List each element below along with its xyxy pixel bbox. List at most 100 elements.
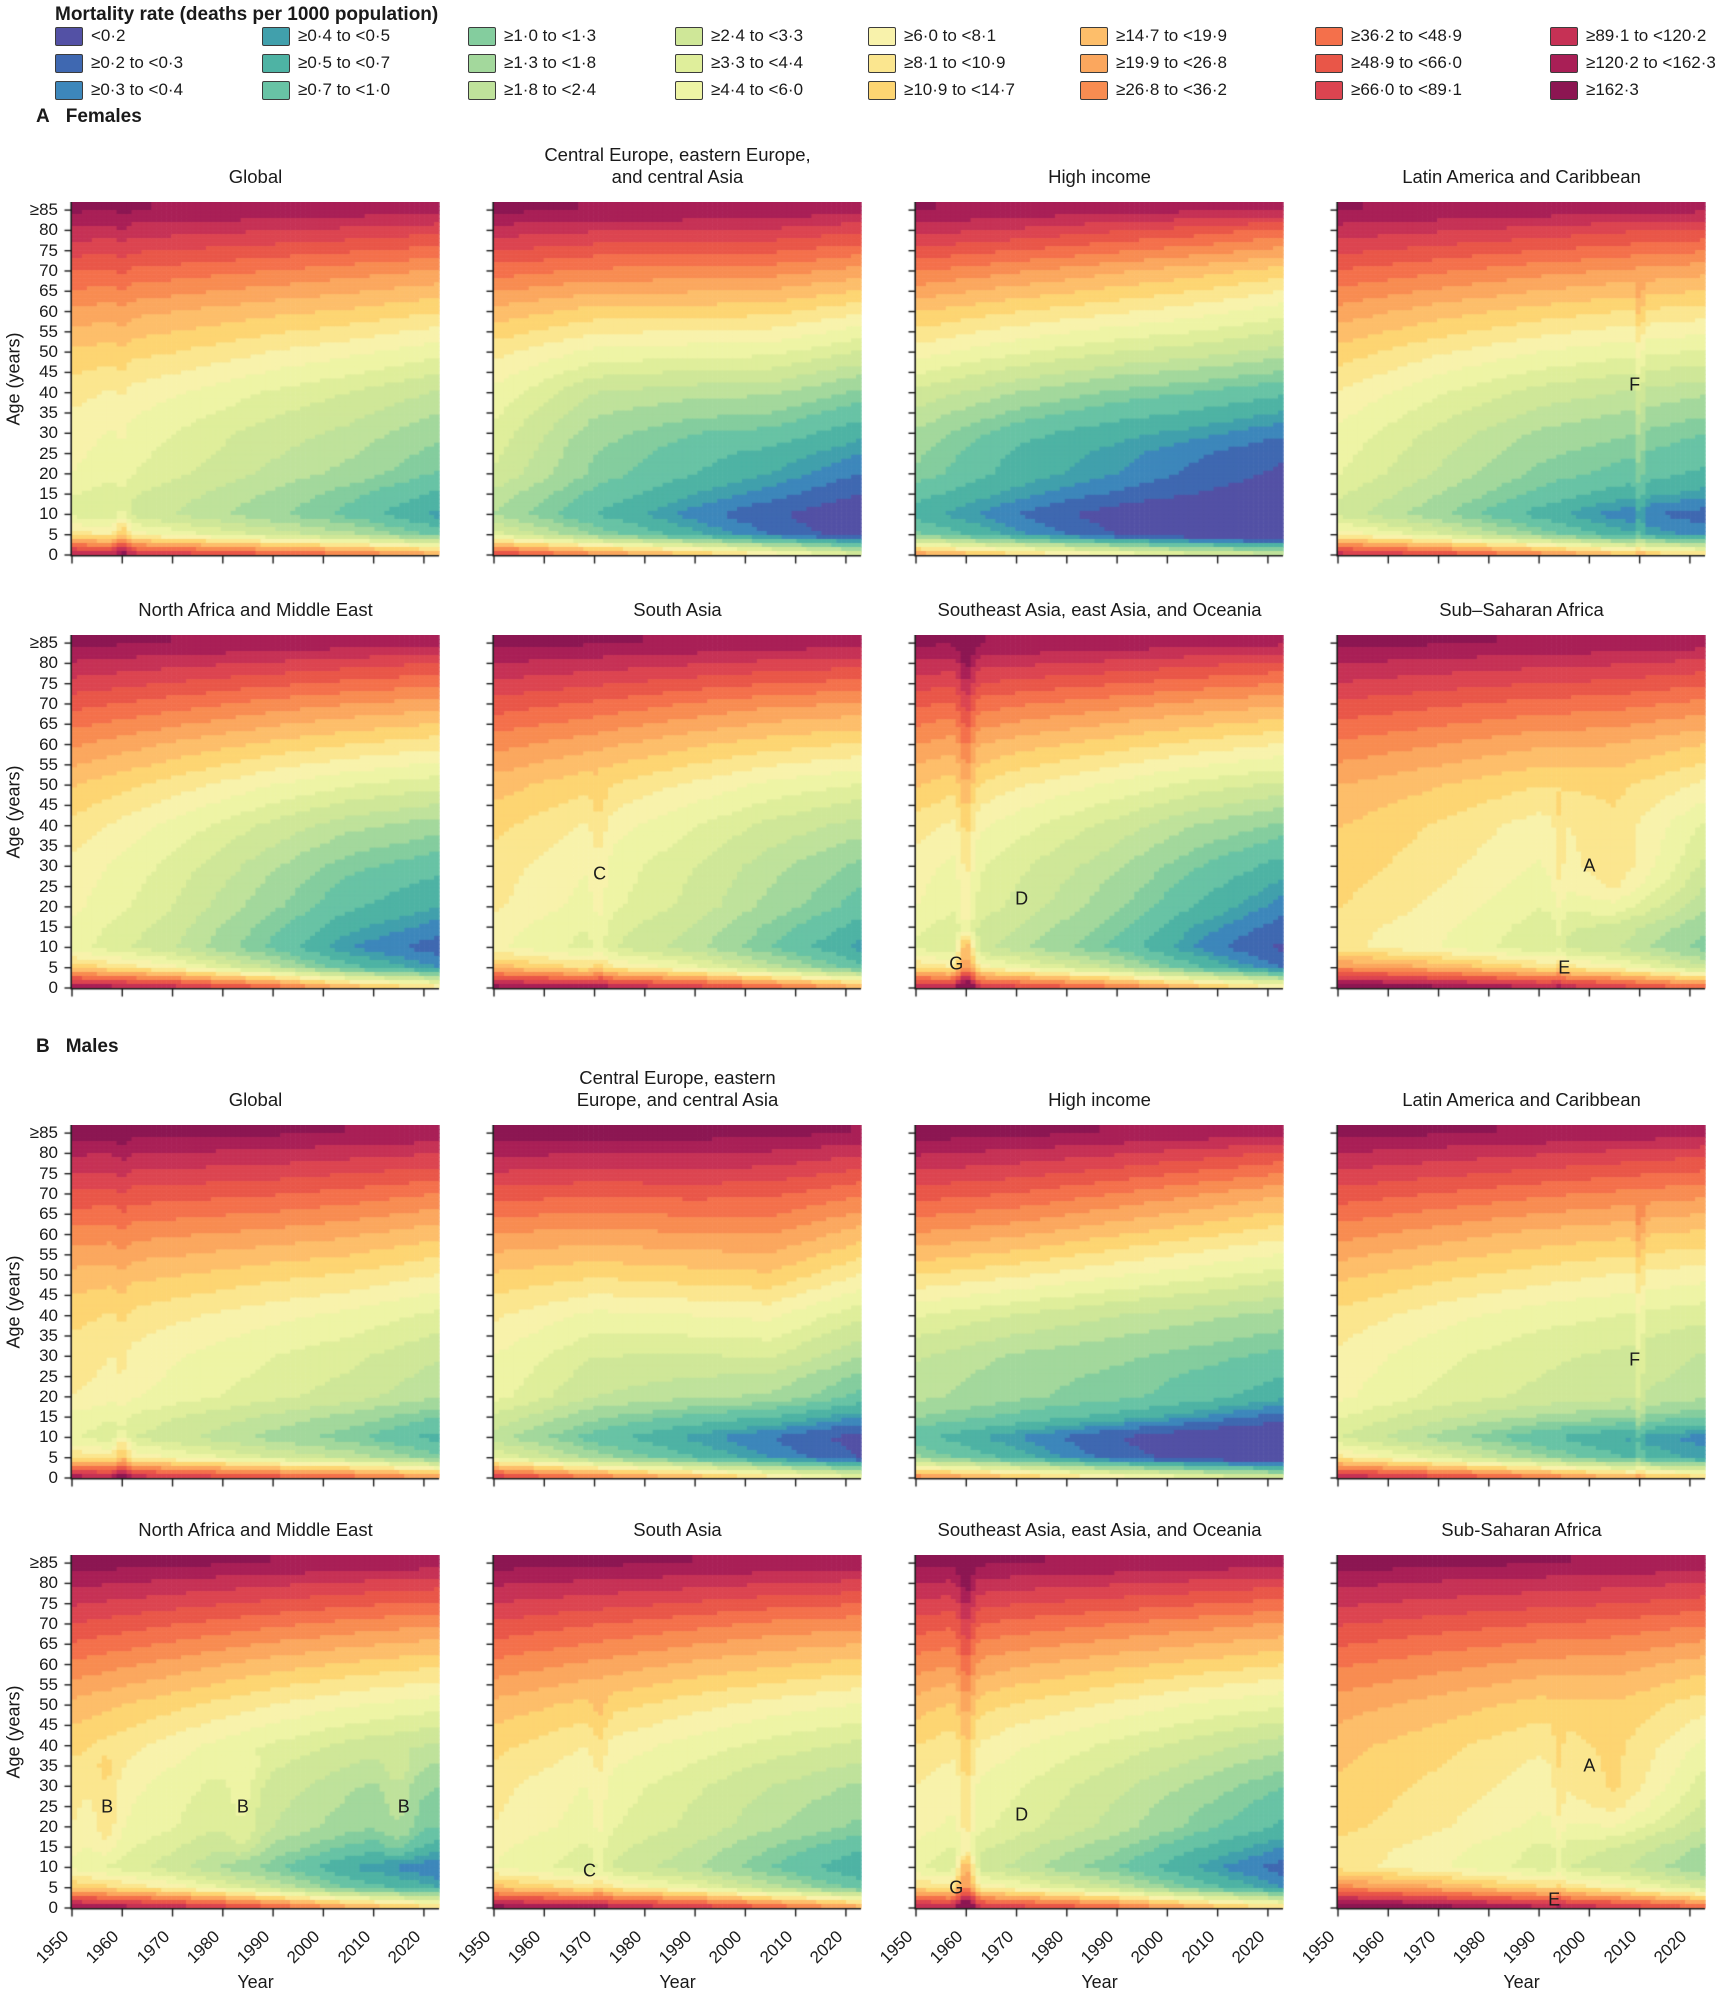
year-tick-label: 1950 <box>454 1926 495 1968</box>
age-tick-label: 80 <box>39 1143 58 1163</box>
annotation-letter-d: D <box>1015 1804 1029 1825</box>
section-header-females: A Females <box>36 106 142 128</box>
age-tick-label: 50 <box>39 342 58 362</box>
age-tick-label: 30 <box>39 1346 58 1366</box>
age-tick-label: 25 <box>39 1366 58 1386</box>
legend-item: <0·2 <box>55 26 126 46</box>
legend-item: ≥0·2 to <0·3 <box>55 53 183 73</box>
age-tick-label: 0 <box>48 1468 58 1487</box>
panel-title-line: Latin America and Caribbean <box>1402 166 1641 187</box>
panel-title-line: Central Europe, eastern <box>579 1067 776 1088</box>
panel-title-sub_saharan: Sub-Saharan Africa <box>1308 1497 1723 1541</box>
x-axis-title: Year <box>1081 1972 1118 1992</box>
legend-swatch-icon <box>262 26 290 46</box>
x-axis-title: Year <box>659 1972 696 1992</box>
age-tick-label: 15 <box>39 484 58 504</box>
age-tick-label: 40 <box>39 382 58 402</box>
annotation-letter-b: B <box>397 1796 410 1817</box>
legend-swatch-icon <box>1080 53 1108 73</box>
age-tick-label: 0 <box>48 545 58 564</box>
panel-title-south_asia: South Asia <box>464 577 891 621</box>
age-tick-label: 75 <box>39 240 58 260</box>
panel-title-latin_america: Latin America and Caribbean <box>1308 144 1723 188</box>
section-header-males: B Males <box>36 1036 119 1058</box>
legend-swatch-icon <box>1550 26 1578 46</box>
age-tick-label: 10 <box>39 1857 58 1877</box>
legend-item: ≥8·1 to <10·9 <box>868 53 1005 73</box>
panel-title-line: Central Europe, eastern Europe, <box>544 144 811 165</box>
legend-item: ≥0·3 to <0·4 <box>55 80 183 100</box>
heatmap-canvas-males-central_europe <box>480 1125 862 1488</box>
legend-swatch-icon <box>675 26 703 46</box>
panel-title-global: Global <box>42 1067 469 1111</box>
age-tick-label: 50 <box>39 1695 58 1715</box>
panel-title-line: Southeast Asia, east Asia, and Oceania <box>937 1519 1262 1540</box>
panel-title-global: Global <box>42 144 469 188</box>
legend-item-label: ≥19·9 to <26·8 <box>1116 53 1227 72</box>
legend-item-label: ≥89·1 to <120·2 <box>1586 26 1707 45</box>
age-tick-label: 5 <box>48 1877 58 1897</box>
legend-swatch-icon <box>868 26 896 46</box>
legend-item-label: ≥4·4 to <6·0 <box>711 80 804 99</box>
panel-title-south_asia: South Asia <box>464 1497 891 1541</box>
legend-item-label: ≥3·3 to <4·4 <box>711 53 804 72</box>
annotation-letter-c: C <box>583 1860 597 1881</box>
annotation-letter-b: B <box>236 1796 249 1817</box>
heatmap-canvas-males-high_income <box>902 1125 1284 1488</box>
legend-item-label: ≥14·7 to <19·9 <box>1116 26 1227 45</box>
age-tick-label: 20 <box>39 463 58 483</box>
heatmap-canvas-females-sub_saharan <box>1324 635 1706 998</box>
legend-swatch-icon <box>1550 53 1578 73</box>
age-tick-label: ≥85 <box>29 633 58 653</box>
legend-swatch-icon <box>1080 26 1108 46</box>
panel-title-line: Sub–Saharan Africa <box>1439 599 1604 620</box>
age-tick-label: 80 <box>39 1573 58 1593</box>
age-tick-label: 5 <box>48 957 58 977</box>
age-tick-label: ≥85 <box>29 1123 58 1143</box>
annotation-letter-c: C <box>593 863 607 884</box>
age-tick-label: 55 <box>39 321 58 341</box>
heatmap-canvas-males-sub_saharan <box>1324 1555 1706 1918</box>
x-axis-title: Year <box>237 1972 274 1992</box>
age-tick-label: 5 <box>48 524 58 544</box>
age-tick-label: 10 <box>39 937 58 957</box>
panel-title-north_africa: North Africa and Middle East <box>42 1497 469 1541</box>
age-tick-label: 75 <box>39 673 58 693</box>
heatmap-canvas-females-global <box>58 202 440 565</box>
annotation-letter-g: G <box>949 953 964 974</box>
legend-item: ≥1·8 to <2·4 <box>468 80 596 100</box>
year-tick-label: 1950 <box>1298 1926 1339 1968</box>
age-tick-label: 20 <box>39 1386 58 1406</box>
age-tick-label: 0 <box>48 1898 58 1917</box>
age-tick-label: 70 <box>39 1183 58 1203</box>
heatmap-canvas-males-latin_america <box>1324 1125 1706 1488</box>
heatmap-canvas-males-south_asia <box>480 1555 862 1918</box>
year-tick-label: 1950 <box>876 1926 917 1968</box>
panel-title-line: South Asia <box>633 1519 722 1540</box>
age-tick-label: 45 <box>39 362 58 382</box>
age-tick-label: 20 <box>39 896 58 916</box>
panel-title-line: Latin America and Caribbean <box>1402 1089 1641 1110</box>
age-tick-label: 30 <box>39 856 58 876</box>
legend-item-label: ≥0·2 to <0·3 <box>91 53 184 72</box>
age-tick-label: 75 <box>39 1593 58 1613</box>
age-tick-label: 50 <box>39 775 58 795</box>
age-tick-label: 50 <box>39 1265 58 1285</box>
legend-item-label: ≥48·9 to <66·0 <box>1351 53 1462 72</box>
legend-swatch-icon <box>1315 53 1343 73</box>
age-tick-label: 55 <box>39 1674 58 1694</box>
age-tick-label: ≥85 <box>29 1553 58 1573</box>
legend-item-label: ≥1·3 to <1·8 <box>504 53 597 72</box>
age-tick-label: 5 <box>48 1447 58 1467</box>
age-tick-label: 15 <box>39 917 58 937</box>
age-tick-label: 75 <box>39 1163 58 1183</box>
age-tick-label: 10 <box>39 504 58 524</box>
heatmap-canvas-females-north_africa <box>58 635 440 998</box>
panel-title-line: North Africa and Middle East <box>138 1519 373 1540</box>
panel-title-southeast_asia: Southeast Asia, east Asia, and Oceania <box>886 577 1313 621</box>
age-tick-label: 35 <box>39 1325 58 1345</box>
legend-item: ≥2·4 to <3·3 <box>675 26 803 46</box>
legend-item-label: ≥0·4 to <0·5 <box>298 26 391 45</box>
annotation-letter-g: G <box>949 1877 964 1898</box>
age-tick-label: 45 <box>39 795 58 815</box>
